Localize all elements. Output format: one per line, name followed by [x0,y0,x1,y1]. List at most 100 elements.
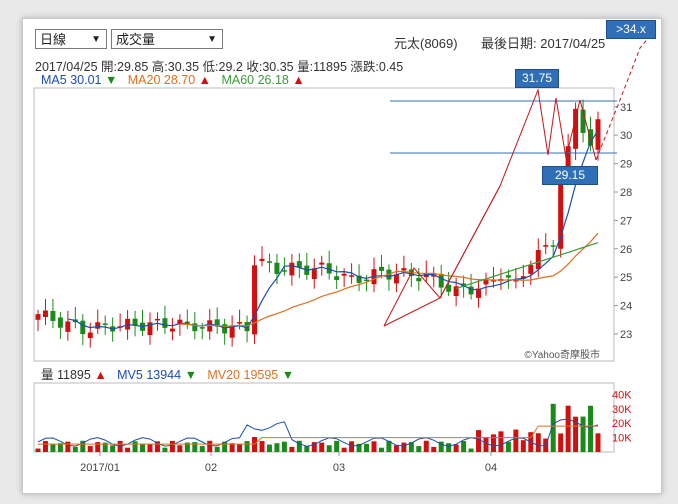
mv5-line [37,418,599,447]
candle-body [162,318,168,328]
volume-bar [416,446,422,452]
quote-date: 2017/04/25 [35,60,98,74]
candle-body [192,323,198,332]
volume-bar [184,442,190,452]
pattern-line [383,88,597,327]
volume-bar [513,429,519,452]
volume-tick-label: 30K [612,404,632,416]
support-badge: 29.15 [542,166,598,185]
candle-body [259,258,265,262]
quote-volume: 量:11895 [297,60,347,74]
candle-body [580,109,586,133]
candle-body [535,249,541,270]
candle-body [446,284,452,292]
volume-bar [244,441,250,452]
x-tick-label: 04 [485,462,497,474]
candle-body [595,119,601,150]
price-tick-label: 27 [620,215,632,227]
volume-bar [595,433,601,452]
candle-body [364,279,370,282]
volume-bar [378,447,384,452]
volume-bar [401,442,407,452]
ma20-value: 28.70 [163,73,196,87]
candle-body [356,275,362,283]
volume-bar [177,445,183,452]
candle-body [431,274,437,277]
ma5-value: 30.01 [70,73,102,87]
volume-bar [35,448,41,452]
volume-bar [87,446,93,452]
candle-body [154,318,160,321]
candle-body [199,327,205,329]
candle-body [237,322,243,324]
ma-legend: MA5 30.01 ▼ MA20 28.70 ▲ MA60 26.18 ▲ [41,73,305,87]
candle-body [349,275,355,277]
volume-bar [229,443,235,452]
volume-bar [132,441,138,452]
volume-bar [304,446,310,452]
volume-bar [393,445,399,452]
volume-tick-label: 40K [612,389,632,401]
volume-bar [222,441,228,452]
candle-body [401,268,407,271]
volume-bar [580,416,586,452]
volume-bar [207,440,213,452]
price-tick-label: 23 [620,329,632,341]
indicator-select-value: 成交量 [116,32,156,47]
watermark-text: ©Yahoo奇摩股市 [524,348,600,361]
mv5-value: 13944 [146,368,182,382]
volume-bar [461,441,467,452]
candle-body [393,274,399,284]
candle-body [244,322,250,332]
volume-bar [326,445,332,452]
projection-line [595,35,651,161]
candle-body [169,328,175,332]
period-select[interactable]: 日線 ▼ [35,29,107,49]
candle-body [50,311,56,321]
volume-bar [214,446,220,452]
ma5-direction: ▼ [104,73,118,87]
volume-bar [453,444,459,452]
volume-bar [110,445,116,452]
quote-low: 低:29.2 [202,60,243,74]
volume-bar [565,405,571,452]
volume-bar [483,437,489,452]
candle-body [87,332,93,339]
price-tick-label: 30 [620,130,632,142]
volume-bar [192,442,198,452]
indicator-select[interactable]: 成交量 ▼ [111,29,223,49]
candle-body [42,310,48,317]
price-tick-label: 31 [620,102,632,114]
candle-body [132,318,138,326]
candle-body [588,129,594,146]
mv20-direction: ▼ [281,368,295,382]
volume-bar [162,447,168,452]
volume-bar [550,403,556,452]
volume-bar [558,433,564,452]
ma20-line [179,232,599,327]
volume-bar [505,441,511,452]
volume-bar [102,442,108,452]
candle-body [468,286,474,295]
candle-body [416,278,422,282]
x-tick-label: 03 [333,462,345,474]
volume-bar [468,448,474,452]
volume-bar [42,441,48,452]
candle-body [147,322,153,336]
resistance-badge: 31.75 [515,69,559,88]
candle-body [229,326,235,338]
quote-change: 漲跌:0.45 [350,60,404,74]
candle-body [95,322,101,329]
ma60-value: 26.18 [257,73,289,87]
volume-bar [95,442,101,452]
volume-bar [50,444,56,452]
volume-tick-label: 10K [612,433,632,445]
target-badge: >34.x [606,20,656,39]
price-plot-frame [33,87,615,362]
ma60-label: MA60 [221,73,255,87]
volume-bar [446,443,452,452]
quote-high: 高:30.35 [151,60,200,74]
volume-bar [431,446,437,452]
volume-bar [334,440,340,452]
